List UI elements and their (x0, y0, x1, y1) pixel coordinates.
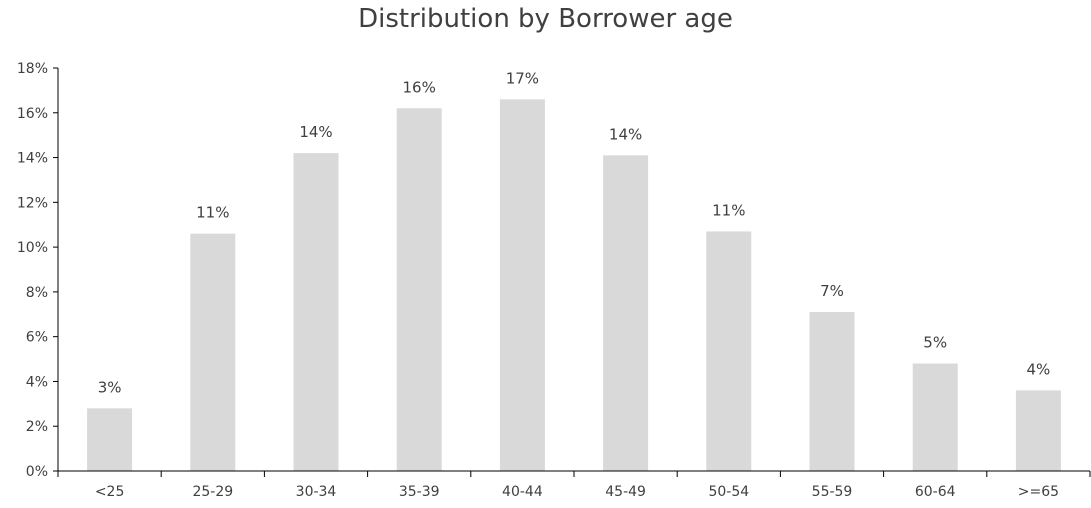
x-tick-label: 55-59 (812, 484, 853, 500)
data-label: 11% (196, 204, 229, 222)
bar (499, 99, 545, 471)
bar (603, 155, 649, 472)
y-tick-label: 10% (17, 240, 48, 256)
data-label: 11% (712, 201, 745, 219)
data-label: 17% (506, 69, 539, 87)
bar (190, 233, 236, 471)
x-tick-label: 35-39 (399, 484, 440, 500)
y-tick-label: 6% (26, 330, 48, 346)
data-label: 3% (98, 378, 122, 396)
data-label: 14% (609, 125, 642, 143)
x-tick-label: <25 (95, 484, 125, 500)
y-tick-label: 8% (26, 285, 48, 301)
data-labels: 3% 11% 14% 16% 17% 14% 11% 7% 5% 4% (98, 69, 1051, 396)
y-tick-label: 18% (17, 61, 48, 77)
y-tick-label: 2% (26, 419, 48, 435)
data-label: 16% (403, 78, 436, 96)
x-tick-label: 25-29 (192, 484, 233, 500)
y-tick-label: 12% (17, 195, 48, 211)
x-tick-label: 45-49 (605, 484, 646, 500)
x-tick-label: 50-54 (708, 484, 749, 500)
bar (293, 153, 339, 472)
bars (87, 99, 1061, 472)
x-axis-ticks: <25 25-29 30-34 35-39 40-44 45-49 50-54 55-59 60… (57, 471, 1091, 500)
bar (706, 231, 752, 471)
y-tick-label: 4% (26, 374, 48, 390)
bar (87, 408, 133, 471)
y-axis-ticks: 0% 2% 4% 6% 8% 10% 12% 14% 16% 18% (17, 61, 58, 480)
x-tick-label: 40-44 (502, 484, 543, 500)
x-tick-label: 60-64 (915, 484, 956, 500)
y-tick-label: 16% (17, 106, 48, 122)
bar (912, 363, 958, 471)
data-label: 14% (299, 123, 332, 141)
y-tick-label: 14% (17, 151, 48, 167)
data-label: 4% (1027, 360, 1051, 378)
x-tick-label: >=65 (1018, 484, 1059, 500)
bar (396, 108, 442, 472)
x-tick-label: 30-34 (296, 484, 337, 500)
y-tick-label: 0% (26, 464, 48, 480)
bar (809, 312, 855, 471)
chart-title: Distribution by Borrower age (358, 4, 733, 34)
data-label: 7% (820, 282, 844, 300)
bar (1015, 390, 1061, 471)
data-label: 5% (923, 334, 947, 352)
